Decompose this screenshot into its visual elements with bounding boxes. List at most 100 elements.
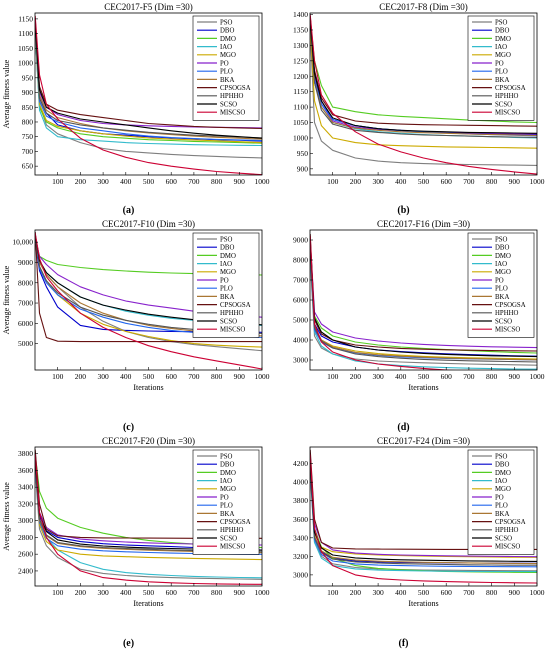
x-tick-label: 800 (486, 372, 498, 381)
series-line-pso (35, 33, 262, 159)
legend-entry: DMO (495, 253, 511, 260)
legend-box (192, 232, 260, 338)
series-line-dmo (310, 243, 537, 354)
y-tick-label: 3200 (293, 552, 308, 561)
x-tick-label: 1000 (530, 588, 545, 597)
x-tick-label: 500 (143, 372, 155, 381)
y-tick-label: 4000 (293, 478, 308, 487)
x-tick-label: 400 (395, 588, 407, 597)
panel-letter: (d) (397, 422, 409, 433)
x-tick-label: 200 (350, 177, 362, 186)
y-tick-label: 750 (22, 132, 34, 141)
chart-panel-5: CEC2017-F20 (Dim =30) 100 200 300 400 500 600 7… (2, 436, 270, 649)
y-tick-label: 700 (22, 147, 34, 156)
series-line-hphho (310, 463, 537, 566)
x-tick-label: 300 (97, 177, 109, 186)
y-tick-label: 850 (22, 103, 34, 112)
legend-entry: SCSO (220, 318, 237, 325)
y-tick-label: 1200 (293, 72, 308, 81)
legend-entry: PLO (495, 503, 508, 510)
x-tick-label: 400 (120, 177, 132, 186)
y-tick-label: 5000 (18, 339, 33, 348)
panel-letter: (c) (123, 422, 134, 433)
legend-entry: DMO (220, 470, 236, 477)
x-tick-label: 1000 (530, 372, 545, 381)
y-tick-label: 9000 (18, 258, 33, 267)
y-tick-label: 800 (22, 117, 34, 126)
y-tick-label: 3000 (293, 570, 308, 579)
legend-entry: CPSOGSA (220, 302, 251, 309)
legend-entry: DBO (220, 462, 234, 469)
legend-entry: MGO (495, 269, 511, 276)
x-tick-label: 700 (463, 588, 475, 597)
legend-entry: DMO (220, 253, 236, 260)
legend-entry: PLO (495, 286, 508, 293)
x-tick-label: 1000 (255, 588, 270, 597)
y-tick-label: 1300 (293, 41, 308, 50)
x-axis-label: Iterations (133, 599, 163, 608)
legend-entry: PO (495, 494, 504, 501)
legend-entry: DBO (220, 245, 234, 252)
legend-entry: HPHHO (220, 93, 244, 100)
chart-title: CEC2017-F5 (Dim =30) (104, 2, 193, 12)
legend-entry: PO (495, 277, 504, 284)
x-tick-label: 400 (395, 372, 407, 381)
legend-entry: HPHHO (220, 527, 244, 534)
legend-entry: PO (220, 60, 229, 67)
x-tick-label: 500 (418, 177, 430, 186)
legend-entry: DMO (495, 470, 511, 477)
x-tick-label: 800 (211, 177, 223, 186)
y-tick-label: 1250 (293, 56, 308, 65)
legend-entry: DBO (220, 28, 234, 35)
y-tick-label: 3400 (18, 483, 33, 492)
y-axis-label: Average fitness value (2, 59, 11, 128)
y-tick-label: 4000 (293, 336, 308, 345)
legend-entry: DBO (495, 462, 509, 469)
y-tick-label: 3000 (293, 356, 308, 365)
y-tick-label: 7000 (18, 299, 33, 308)
series-line-pso (310, 259, 537, 366)
x-tick-label: 500 (143, 177, 155, 186)
series-line-mgo (35, 29, 262, 144)
y-tick-label: 1000 (18, 59, 33, 68)
x-tick-label: 100 (52, 588, 64, 597)
series-line-miscso (310, 454, 537, 584)
chart-title: CEC2017-F10 (Dim =30) (102, 219, 195, 229)
series-line-cpsogsa (35, 231, 262, 343)
legend-entry: CPSOGSA (220, 85, 251, 92)
legend-entry: PLO (220, 503, 233, 510)
legend-entry: DMO (220, 36, 236, 43)
x-tick-label: 200 (350, 372, 362, 381)
series-line-bka (310, 19, 537, 137)
legend-entry: PLO (220, 286, 233, 293)
series-line-miscso (35, 15, 262, 175)
y-tick-label: 10,000 (12, 238, 33, 247)
legend-box (467, 232, 535, 338)
series-line-pso (310, 29, 537, 166)
y-tick-label: 8000 (293, 256, 308, 265)
legend-entry: BKA (220, 77, 234, 84)
y-tick-label: 950 (22, 73, 34, 82)
x-tick-label: 600 (166, 372, 178, 381)
legend-entry: PSO (220, 236, 233, 243)
x-tick-label: 700 (188, 177, 200, 186)
y-tick-label: 3600 (18, 466, 33, 475)
legend-entry: IAO (220, 44, 232, 51)
series-line-mgo (35, 462, 262, 561)
x-tick-label: 800 (211, 588, 223, 597)
legend-entry: MISCSO (220, 110, 245, 117)
x-tick-label: 100 (327, 372, 339, 381)
legend-entry: CPSOGSA (495, 519, 526, 526)
panel-letter: (e) (123, 638, 134, 649)
y-tick-label: 4200 (293, 459, 308, 468)
chart-panel-4: CEC2017-F16 (Dim =30) 100 200 300 400 500 600 7… (293, 219, 545, 433)
x-tick-label: 100 (52, 177, 64, 186)
legend-entry: MGO (220, 52, 236, 59)
panel-letter: (b) (397, 205, 409, 216)
chart-title: CEC2017-F20 (Dim =30) (102, 436, 195, 446)
y-tick-label: 1350 (293, 25, 308, 34)
legend-entry: MISCSO (495, 327, 520, 334)
x-tick-label: 300 (97, 588, 109, 597)
